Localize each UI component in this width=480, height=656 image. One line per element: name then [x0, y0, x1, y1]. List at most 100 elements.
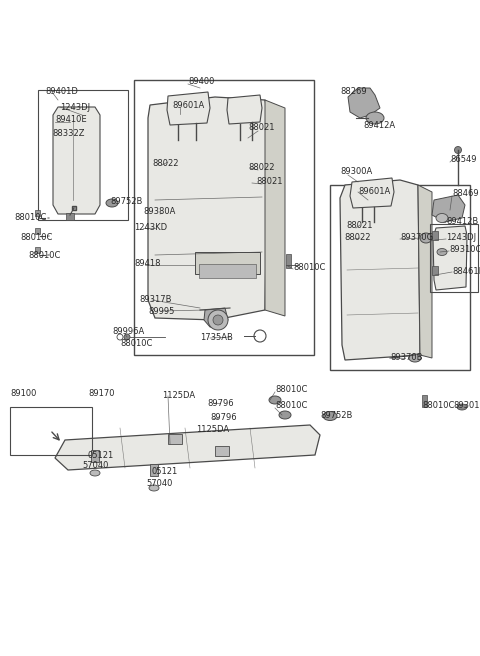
Text: 88022: 88022: [152, 159, 179, 167]
Bar: [195, 252, 260, 274]
Bar: [35, 210, 40, 216]
Text: 88022: 88022: [344, 234, 371, 243]
Ellipse shape: [90, 470, 100, 476]
Text: 1125DA: 1125DA: [196, 426, 229, 434]
Bar: [430, 224, 478, 292]
Text: 1125DA: 1125DA: [162, 392, 195, 401]
Text: 89601A: 89601A: [358, 188, 390, 197]
Text: 1735AB: 1735AB: [200, 333, 233, 342]
Text: 05121: 05121: [152, 468, 178, 476]
Text: 88022: 88022: [248, 163, 275, 173]
Bar: [35, 228, 40, 234]
Text: 88010C: 88010C: [14, 213, 47, 222]
Bar: [422, 395, 427, 407]
Bar: [432, 266, 438, 275]
Text: 89752B: 89752B: [110, 197, 143, 207]
Text: 88010C: 88010C: [28, 251, 60, 260]
Polygon shape: [53, 107, 100, 214]
Text: 88461B: 88461B: [452, 266, 480, 276]
Polygon shape: [350, 178, 394, 208]
Text: 89380A: 89380A: [143, 207, 175, 216]
Bar: [330, 185, 470, 370]
Ellipse shape: [437, 249, 447, 255]
Ellipse shape: [279, 411, 291, 419]
Polygon shape: [148, 97, 268, 320]
Circle shape: [208, 310, 228, 330]
Text: 88010C: 88010C: [293, 264, 325, 272]
Text: 88021: 88021: [346, 220, 372, 230]
Polygon shape: [55, 425, 320, 470]
Text: 89401D: 89401D: [45, 87, 78, 96]
Text: 89100: 89100: [10, 388, 36, 398]
Ellipse shape: [366, 112, 384, 124]
Circle shape: [124, 334, 130, 340]
Text: 89995: 89995: [148, 306, 174, 316]
Ellipse shape: [409, 354, 421, 362]
Ellipse shape: [106, 199, 118, 207]
Text: 89418: 89418: [134, 260, 160, 268]
Bar: [134, 80, 314, 355]
Bar: [10, 407, 92, 455]
Text: 89796: 89796: [210, 413, 237, 422]
Ellipse shape: [420, 233, 432, 243]
Text: 05121: 05121: [88, 451, 114, 459]
Text: 1243DJ: 1243DJ: [446, 232, 476, 241]
Text: 86549: 86549: [450, 155, 477, 163]
Bar: [286, 254, 291, 268]
Polygon shape: [167, 92, 210, 125]
Text: 88010C: 88010C: [275, 401, 307, 411]
Ellipse shape: [457, 404, 467, 410]
Text: 88021: 88021: [248, 123, 275, 133]
Ellipse shape: [149, 485, 159, 491]
Bar: [35, 247, 40, 253]
Bar: [215, 446, 229, 456]
Text: 89410E: 89410E: [55, 115, 86, 125]
Text: 57040: 57040: [146, 478, 172, 487]
Text: 88010C: 88010C: [120, 340, 152, 348]
Text: 88332Z: 88332Z: [52, 129, 84, 138]
Bar: [432, 231, 438, 240]
Text: 89300A: 89300A: [340, 167, 372, 176]
Text: 89601A: 89601A: [172, 100, 204, 110]
Text: 89412B: 89412B: [446, 218, 478, 226]
Text: 89170: 89170: [88, 388, 115, 398]
Polygon shape: [433, 226, 467, 290]
Text: 88469: 88469: [452, 190, 479, 199]
Text: 1243KD: 1243KD: [134, 224, 167, 232]
Polygon shape: [348, 88, 380, 118]
Text: 89310C: 89310C: [449, 245, 480, 253]
Bar: [38, 90, 128, 220]
Text: 88269: 88269: [340, 87, 367, 96]
Bar: [199, 264, 256, 278]
Text: 88010C: 88010C: [275, 386, 307, 394]
Polygon shape: [204, 308, 228, 328]
Bar: [91, 450, 99, 462]
Text: 89317B: 89317B: [139, 295, 171, 304]
Text: 89370B: 89370B: [390, 354, 422, 363]
Bar: [150, 464, 158, 476]
Bar: [66, 213, 74, 220]
Polygon shape: [340, 180, 420, 360]
Polygon shape: [227, 95, 262, 124]
Text: 89796: 89796: [207, 398, 234, 407]
Text: 88010C: 88010C: [20, 232, 52, 241]
Text: 88021: 88021: [256, 178, 283, 186]
Ellipse shape: [269, 396, 281, 404]
Text: 88010C: 88010C: [422, 401, 455, 409]
Text: 89400: 89400: [188, 77, 215, 85]
Ellipse shape: [436, 213, 448, 222]
Polygon shape: [265, 100, 285, 316]
Circle shape: [455, 146, 461, 154]
Polygon shape: [432, 195, 465, 222]
Text: 89752B: 89752B: [320, 411, 352, 419]
Ellipse shape: [323, 411, 337, 420]
Polygon shape: [418, 185, 432, 358]
Text: 89996A: 89996A: [112, 327, 144, 337]
Text: 89301D: 89301D: [453, 401, 480, 409]
Text: 89370G: 89370G: [400, 234, 433, 243]
Text: 1243DJ: 1243DJ: [60, 102, 90, 112]
Circle shape: [213, 315, 223, 325]
Text: 89412A: 89412A: [363, 121, 395, 129]
Bar: [168, 434, 182, 444]
Text: 57040: 57040: [82, 462, 108, 470]
